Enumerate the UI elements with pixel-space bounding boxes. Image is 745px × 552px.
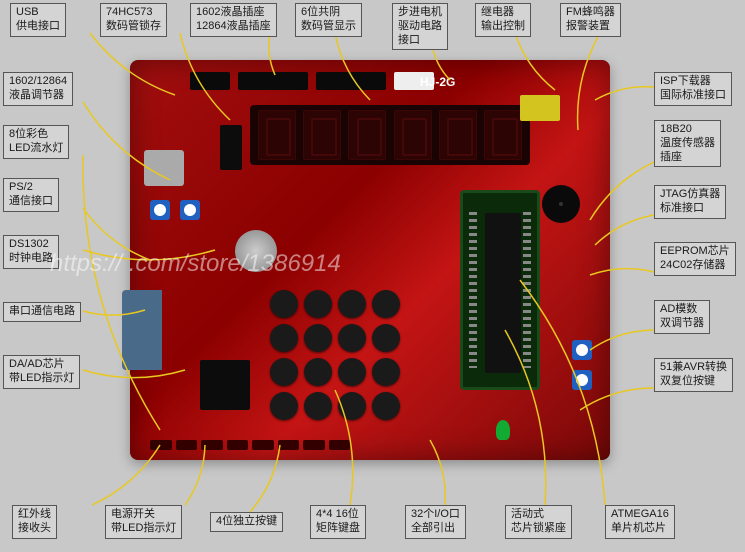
seg-digit xyxy=(348,110,386,160)
green-led xyxy=(496,420,510,440)
callout-ziflock: 活动式 芯片锁紧座 xyxy=(505,505,572,539)
zif-socket xyxy=(460,190,540,390)
callout-ps2: PS/2 通信接口 xyxy=(3,178,59,212)
key xyxy=(338,290,366,318)
dev-board-photo: HJ-2G xyxy=(130,60,610,460)
pcb-body: HJ-2G xyxy=(130,60,610,460)
callout-1602-socket: 1602液晶插座 12864液晶插座 xyxy=(190,3,277,37)
connector xyxy=(190,72,230,90)
callout-51avr: 51兼AVR转换 双复位按键 xyxy=(654,358,733,392)
key xyxy=(372,392,400,420)
key xyxy=(372,324,400,352)
callout-ds1302: DS1302 时钟电路 xyxy=(3,235,59,269)
key xyxy=(270,358,298,386)
callout-6digit: 6位共阴 数码管显示 xyxy=(295,3,362,37)
key xyxy=(372,358,400,386)
callout-8led: 8位彩色 LED流水灯 xyxy=(3,125,69,159)
callout-daad: DA/AD芯片 带LED指示灯 xyxy=(3,355,80,389)
callout-eeprom: EEPROM芯片 24C02存储器 xyxy=(654,242,736,276)
callout-74hc573: 74HC573 数码管锁存 xyxy=(100,3,167,37)
key xyxy=(270,324,298,352)
key xyxy=(304,324,332,352)
callout-relay: 继电器 输出控制 xyxy=(475,3,531,37)
key xyxy=(270,290,298,318)
callout-lcd-adj: 1602/12864 液晶调节器 xyxy=(3,72,73,106)
seg-digit xyxy=(484,110,522,160)
key xyxy=(338,358,366,386)
seg-digit xyxy=(439,110,477,160)
callout-serial: 串口通信电路 xyxy=(3,302,81,322)
db9-serial-port xyxy=(122,290,162,370)
key xyxy=(304,392,332,420)
callout-ir: 红外线 接收头 xyxy=(12,505,57,539)
key xyxy=(338,392,366,420)
potentiometer xyxy=(180,200,200,220)
seg-digit xyxy=(394,110,432,160)
potentiometer xyxy=(572,340,592,360)
board-model-text: HJ-2G xyxy=(420,75,455,89)
seg-digit xyxy=(303,110,341,160)
matrix-keypad xyxy=(270,290,400,420)
relay-component xyxy=(520,95,560,121)
ic-chip xyxy=(200,360,250,410)
mcu-chip xyxy=(485,213,521,373)
callout-jtag: JTAG仿真器 标准接口 xyxy=(654,185,726,219)
callout-4x4: 4*4 16位 矩阵键盘 xyxy=(310,505,366,539)
buzzer-component xyxy=(542,185,580,223)
potentiometer xyxy=(150,200,170,220)
callout-18b20: 18B20 温度传感器 插座 xyxy=(654,120,721,167)
callout-usb-power: USB 供电接口 xyxy=(10,3,66,37)
callout-buzzer: FM蜂鸣器 报警装置 xyxy=(560,3,621,37)
callout-isp: ISP下载器 国际标准接口 xyxy=(654,72,732,106)
potentiometer xyxy=(572,370,592,390)
usb-port xyxy=(144,150,184,186)
coin-cell-battery xyxy=(235,230,277,272)
key xyxy=(304,358,332,386)
seg-digit xyxy=(258,110,296,160)
key xyxy=(372,290,400,318)
callout-32io: 32个I/O口 全部引出 xyxy=(405,505,466,539)
callout-adc-dual: AD模数 双调节器 xyxy=(654,300,710,334)
led-row xyxy=(150,440,350,450)
ic-chip xyxy=(220,125,242,170)
callout-4key: 4位独立按键 xyxy=(210,512,283,532)
key xyxy=(338,324,366,352)
callout-pwr-sw: 电源开关 带LED指示灯 xyxy=(105,505,182,539)
callout-atmega: ATMEGA16 单片机芯片 xyxy=(605,505,675,539)
seven-segment-display xyxy=(250,105,530,165)
connector xyxy=(316,72,386,90)
callout-stepper: 步进电机 驱动电路 接口 xyxy=(392,3,448,50)
connector xyxy=(238,72,308,90)
key xyxy=(304,290,332,318)
key xyxy=(270,392,298,420)
